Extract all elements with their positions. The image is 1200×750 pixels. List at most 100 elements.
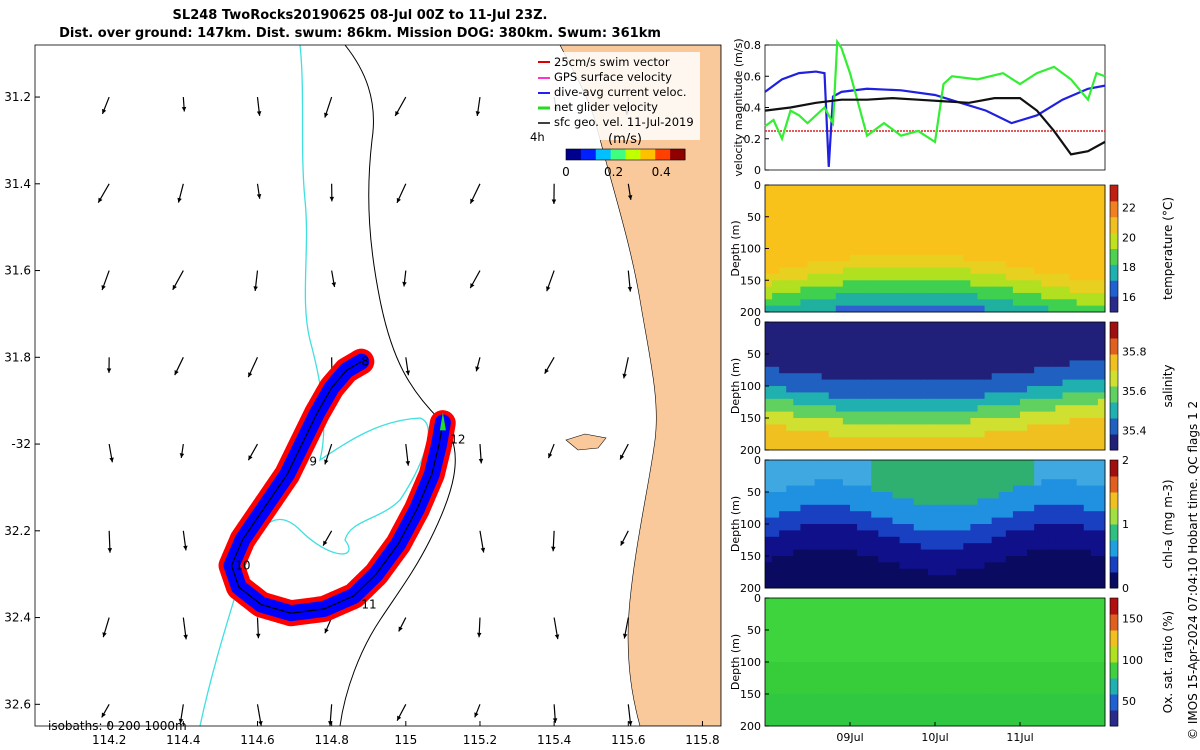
geo-arrow-head bbox=[177, 197, 182, 203]
heatmap-cell bbox=[991, 286, 1000, 294]
heatmap-cell bbox=[927, 610, 936, 618]
heatmap-cell bbox=[963, 511, 971, 519]
heatmap-cell bbox=[970, 405, 978, 413]
heatmap-cell bbox=[942, 360, 950, 368]
heatmap-cell bbox=[1062, 411, 1071, 419]
heatmap-cell bbox=[786, 223, 794, 230]
heatmap-cell bbox=[793, 472, 801, 480]
depth-tick-label: 0 bbox=[754, 592, 761, 605]
heatmap-cell bbox=[942, 562, 950, 570]
heatmap-cell bbox=[1012, 210, 1021, 218]
heatmap-cell bbox=[899, 386, 908, 393]
heatmap-cell bbox=[1041, 334, 1049, 342]
heatmap-cell bbox=[935, 694, 943, 701]
heatmap-cell bbox=[927, 197, 936, 205]
heatmap-cell bbox=[1034, 604, 1042, 612]
heatmap-cell bbox=[906, 617, 915, 625]
heatmap-cell bbox=[942, 292, 950, 300]
heatmap-cell bbox=[1069, 642, 1078, 650]
heatmap-cell bbox=[998, 341, 1007, 349]
heatmap-cell bbox=[970, 610, 978, 618]
heatmap-cell bbox=[779, 204, 787, 211]
heatmap-cell bbox=[765, 235, 773, 243]
heatmap-cell bbox=[977, 191, 986, 199]
heatmap-cell bbox=[1062, 405, 1071, 413]
heatmap-cell bbox=[991, 713, 1000, 721]
heatmap-cell bbox=[906, 405, 915, 413]
heatmap-cell bbox=[821, 328, 830, 336]
heatmap-cell bbox=[927, 437, 936, 445]
heatmap-cell bbox=[920, 242, 929, 249]
heatmap-cell bbox=[1062, 280, 1071, 288]
heatmap-cell bbox=[857, 524, 865, 531]
heatmap-cell bbox=[899, 322, 908, 329]
map-colorbar: 0 0.2 0.4 bbox=[562, 148, 686, 179]
heatmap-cell bbox=[1090, 649, 1099, 657]
heatmap-cell bbox=[864, 530, 872, 538]
heatmap-cell bbox=[913, 366, 922, 374]
heatmap-cell bbox=[1062, 299, 1071, 307]
heatmap-cell bbox=[1034, 261, 1042, 269]
heatmap-cell bbox=[850, 405, 858, 413]
heatmap-cell bbox=[814, 305, 823, 313]
heatmap-cell bbox=[977, 630, 986, 637]
heatmap-cell bbox=[800, 210, 808, 218]
heatmap-cell bbox=[899, 292, 908, 300]
heatmap-cell bbox=[857, 630, 865, 637]
heatmap-cell bbox=[1041, 366, 1049, 374]
heatmap-cell bbox=[1027, 334, 1035, 342]
heatmap-cell bbox=[998, 472, 1007, 480]
heatmap-cell bbox=[899, 562, 908, 570]
heatmap-cell bbox=[899, 341, 908, 349]
heatmap-cell bbox=[850, 604, 858, 612]
heatmap-cell bbox=[942, 472, 950, 480]
heatmap-cell bbox=[793, 598, 801, 605]
heatmap-cell bbox=[850, 443, 858, 451]
heatmap-cell bbox=[906, 674, 915, 682]
heatmap-cell bbox=[850, 568, 858, 576]
heatmap-cell bbox=[779, 379, 787, 387]
heatmap-cell bbox=[800, 386, 808, 393]
heatmap-cell bbox=[984, 617, 993, 625]
heatmap-cell bbox=[779, 191, 787, 199]
heatmap-cell bbox=[906, 424, 915, 432]
heatmap-cell bbox=[892, 472, 901, 480]
heatmap-cell bbox=[1041, 210, 1049, 218]
heatmap-cell bbox=[998, 328, 1007, 336]
heatmap-cell bbox=[814, 630, 823, 637]
heatmap-cell bbox=[1034, 341, 1042, 349]
geo-arrow-head bbox=[101, 285, 106, 291]
heatmap-cell bbox=[800, 636, 808, 644]
heatmap-cell bbox=[906, 530, 915, 538]
heatmap-cell bbox=[878, 713, 886, 721]
heatmap-cell bbox=[1005, 261, 1014, 269]
heatmap-cell bbox=[793, 204, 801, 211]
heatmap-cell bbox=[935, 254, 943, 262]
heatmap-cell bbox=[807, 411, 816, 419]
heatmap-cell bbox=[842, 517, 851, 525]
heatmap-cell bbox=[800, 543, 808, 551]
heatmap-cell bbox=[956, 630, 964, 637]
heatmap-cell bbox=[835, 322, 844, 329]
heatmap-cell bbox=[828, 185, 837, 192]
heatmap-cell bbox=[963, 472, 971, 480]
heatmap-cell bbox=[1005, 575, 1014, 583]
heatmap-cell bbox=[885, 392, 893, 400]
heatmap-cell bbox=[892, 418, 901, 425]
heatmap-cell bbox=[772, 681, 780, 689]
heatmap-cell bbox=[1048, 437, 1056, 445]
heatmap-cell bbox=[885, 642, 893, 650]
heatmap-cell bbox=[772, 305, 780, 313]
heatmap-cell bbox=[828, 694, 837, 701]
heatmap-cell bbox=[1069, 292, 1078, 300]
heatmap-cell bbox=[1083, 630, 1092, 637]
heatmap-cell bbox=[857, 216, 865, 224]
geo-arrow-head bbox=[551, 199, 557, 204]
heatmap-cell bbox=[779, 235, 787, 243]
heatmap-cell bbox=[920, 674, 929, 682]
heatmap-cell bbox=[942, 223, 950, 230]
heatmap-cell bbox=[850, 642, 858, 650]
heatmap-cell bbox=[1020, 536, 1028, 544]
heatmap-cell bbox=[807, 216, 816, 224]
heatmap-cell bbox=[1055, 549, 1063, 557]
